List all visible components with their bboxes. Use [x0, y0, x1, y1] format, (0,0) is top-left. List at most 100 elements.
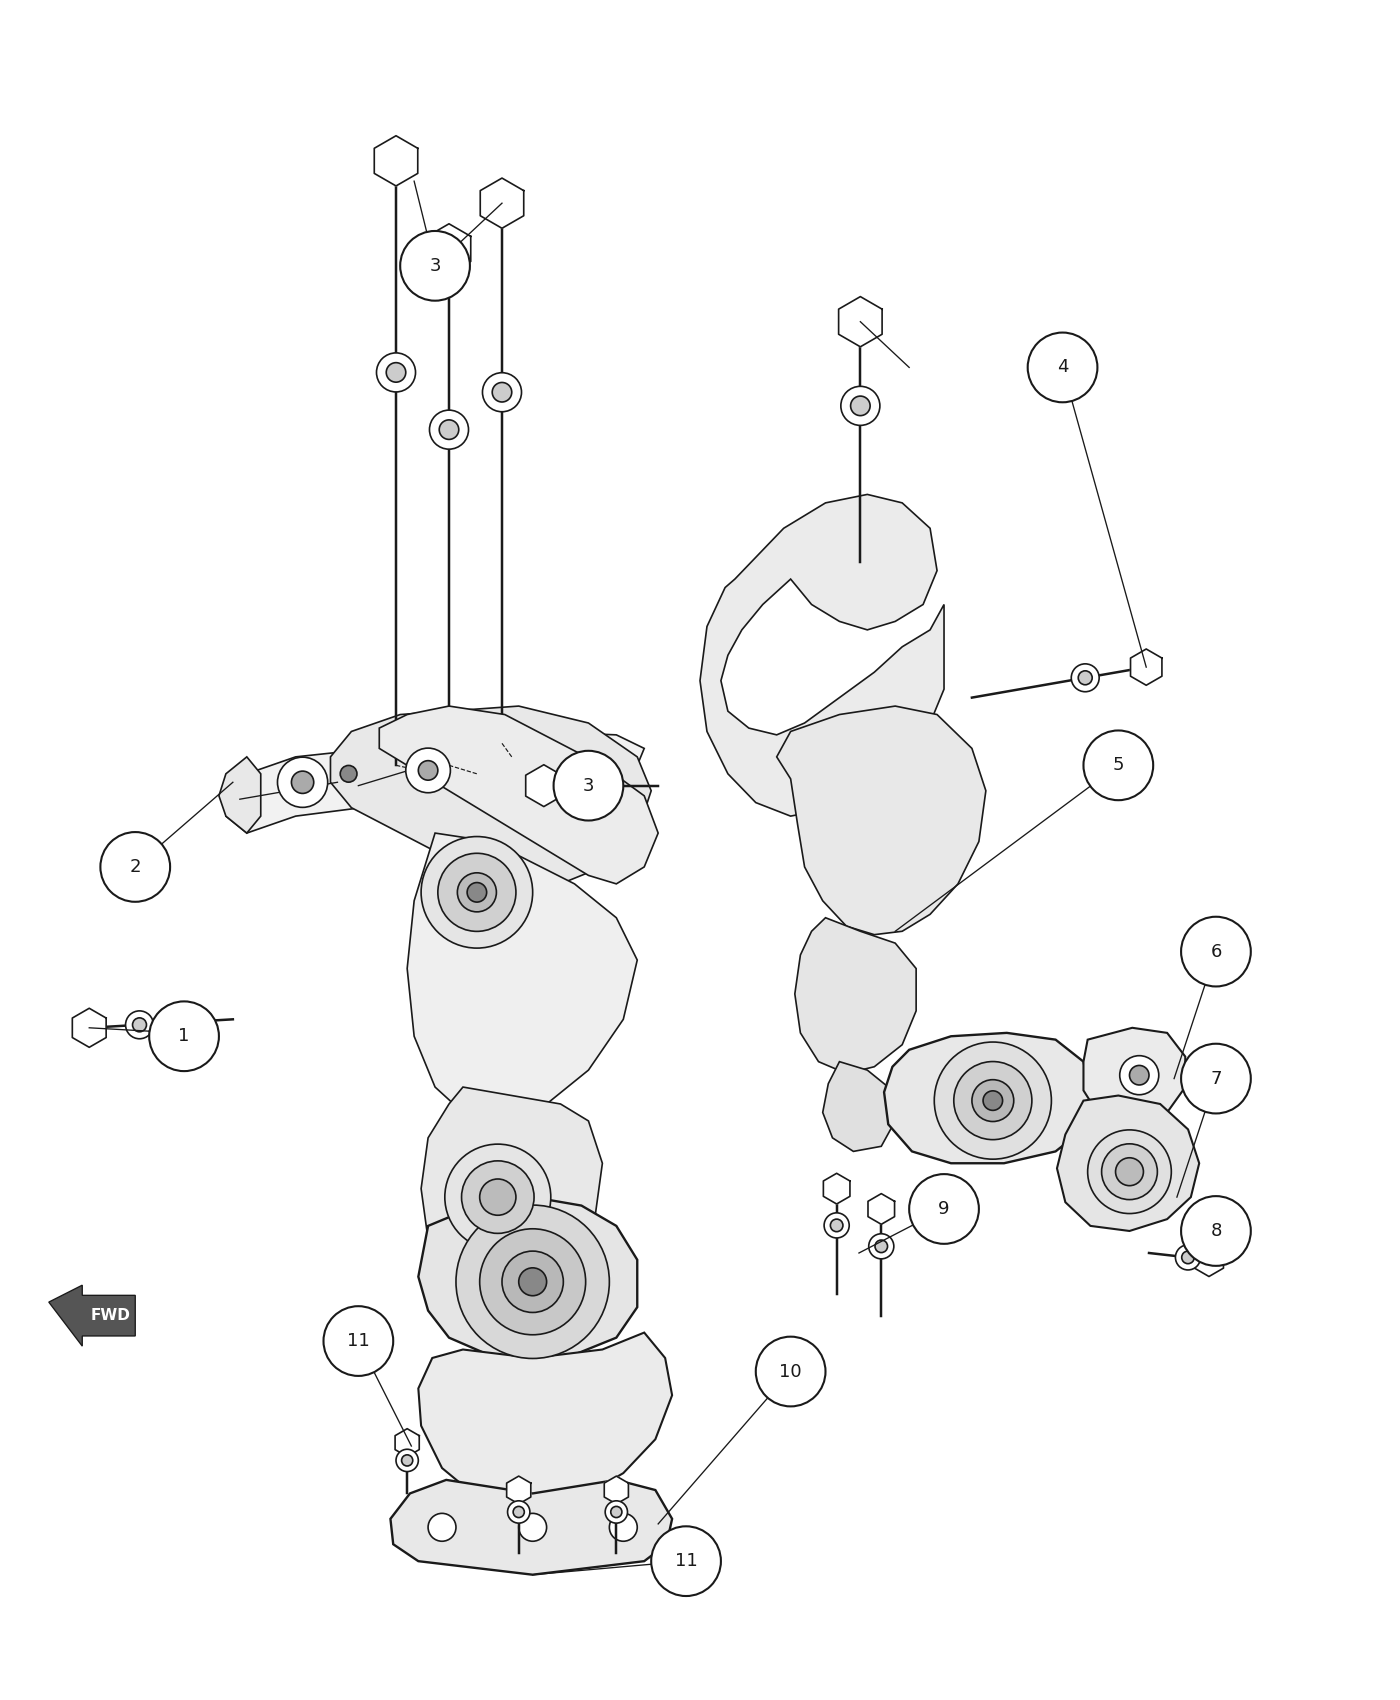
- Circle shape: [406, 748, 451, 792]
- Circle shape: [972, 1080, 1014, 1122]
- Polygon shape: [1057, 1095, 1200, 1231]
- Circle shape: [323, 1306, 393, 1375]
- Circle shape: [340, 765, 357, 782]
- Polygon shape: [218, 756, 260, 833]
- Text: 3: 3: [430, 257, 441, 275]
- Polygon shape: [823, 1173, 850, 1204]
- Text: 11: 11: [675, 1552, 697, 1571]
- Circle shape: [1102, 1144, 1158, 1200]
- Text: 7: 7: [1210, 1069, 1222, 1088]
- Polygon shape: [407, 833, 637, 1120]
- Circle shape: [1130, 1066, 1149, 1085]
- Circle shape: [1182, 916, 1250, 986]
- Circle shape: [1176, 1244, 1201, 1270]
- Polygon shape: [1194, 1243, 1224, 1277]
- Polygon shape: [49, 1285, 136, 1346]
- Polygon shape: [395, 1428, 419, 1457]
- Text: 5: 5: [1113, 756, 1124, 774]
- Polygon shape: [330, 706, 651, 884]
- Text: 6: 6: [1210, 942, 1222, 960]
- Circle shape: [419, 760, 438, 780]
- Polygon shape: [419, 1197, 637, 1358]
- Circle shape: [1182, 1197, 1250, 1266]
- Circle shape: [851, 396, 871, 415]
- Polygon shape: [823, 1062, 895, 1151]
- Polygon shape: [883, 1034, 1091, 1163]
- Polygon shape: [1131, 649, 1162, 685]
- Circle shape: [386, 362, 406, 382]
- Circle shape: [953, 1061, 1032, 1139]
- Text: 2: 2: [129, 858, 141, 876]
- Text: FWD: FWD: [90, 1307, 130, 1323]
- Circle shape: [428, 1513, 456, 1542]
- Circle shape: [1071, 665, 1099, 692]
- Circle shape: [825, 1212, 850, 1238]
- Circle shape: [421, 836, 532, 949]
- Circle shape: [377, 354, 416, 393]
- Polygon shape: [605, 1476, 629, 1504]
- Circle shape: [651, 1527, 721, 1596]
- Circle shape: [440, 420, 459, 439]
- Polygon shape: [507, 1476, 531, 1504]
- Circle shape: [101, 831, 171, 901]
- Circle shape: [493, 382, 512, 401]
- Text: 9: 9: [938, 1200, 949, 1217]
- Text: 11: 11: [347, 1333, 370, 1350]
- Circle shape: [605, 1501, 627, 1523]
- Circle shape: [1084, 731, 1154, 801]
- Circle shape: [438, 853, 517, 932]
- Circle shape: [133, 1018, 147, 1032]
- Circle shape: [909, 1175, 979, 1244]
- Circle shape: [575, 777, 592, 794]
- FancyBboxPatch shape: [45, 1273, 176, 1367]
- Polygon shape: [225, 731, 644, 833]
- Circle shape: [456, 1205, 609, 1358]
- Polygon shape: [391, 1481, 672, 1574]
- Circle shape: [480, 1180, 517, 1216]
- Circle shape: [1088, 1130, 1172, 1214]
- Circle shape: [830, 1219, 843, 1232]
- Circle shape: [483, 372, 522, 411]
- Text: 8: 8: [1210, 1222, 1222, 1239]
- Polygon shape: [795, 918, 916, 1073]
- Circle shape: [514, 1506, 524, 1518]
- Circle shape: [869, 1234, 893, 1260]
- Circle shape: [1120, 1056, 1159, 1095]
- Polygon shape: [1084, 1028, 1186, 1120]
- Circle shape: [756, 1336, 826, 1406]
- Circle shape: [610, 1506, 622, 1518]
- Polygon shape: [526, 765, 561, 806]
- Circle shape: [934, 1042, 1051, 1159]
- Circle shape: [983, 1091, 1002, 1110]
- Circle shape: [875, 1239, 888, 1253]
- Circle shape: [150, 1001, 218, 1071]
- Polygon shape: [700, 495, 944, 816]
- Circle shape: [396, 1450, 419, 1472]
- Text: 1: 1: [178, 1027, 190, 1046]
- Circle shape: [291, 772, 314, 794]
- Circle shape: [126, 1012, 154, 1039]
- Polygon shape: [839, 296, 882, 347]
- Circle shape: [519, 1268, 546, 1295]
- Circle shape: [277, 756, 328, 808]
- Circle shape: [480, 1229, 585, 1334]
- Polygon shape: [421, 1086, 602, 1290]
- Circle shape: [567, 768, 601, 802]
- Circle shape: [553, 751, 623, 821]
- Text: 10: 10: [780, 1362, 802, 1380]
- Circle shape: [508, 1501, 529, 1523]
- Circle shape: [1028, 333, 1098, 403]
- Circle shape: [609, 1513, 637, 1542]
- Circle shape: [841, 386, 879, 425]
- Polygon shape: [379, 706, 658, 884]
- Circle shape: [1182, 1251, 1194, 1263]
- Circle shape: [402, 1455, 413, 1465]
- Polygon shape: [73, 1008, 106, 1047]
- Polygon shape: [480, 178, 524, 228]
- Text: 4: 4: [1057, 359, 1068, 376]
- Circle shape: [1078, 672, 1092, 685]
- Circle shape: [458, 872, 497, 911]
- Circle shape: [1182, 1044, 1250, 1114]
- Polygon shape: [374, 136, 417, 185]
- Circle shape: [430, 410, 469, 449]
